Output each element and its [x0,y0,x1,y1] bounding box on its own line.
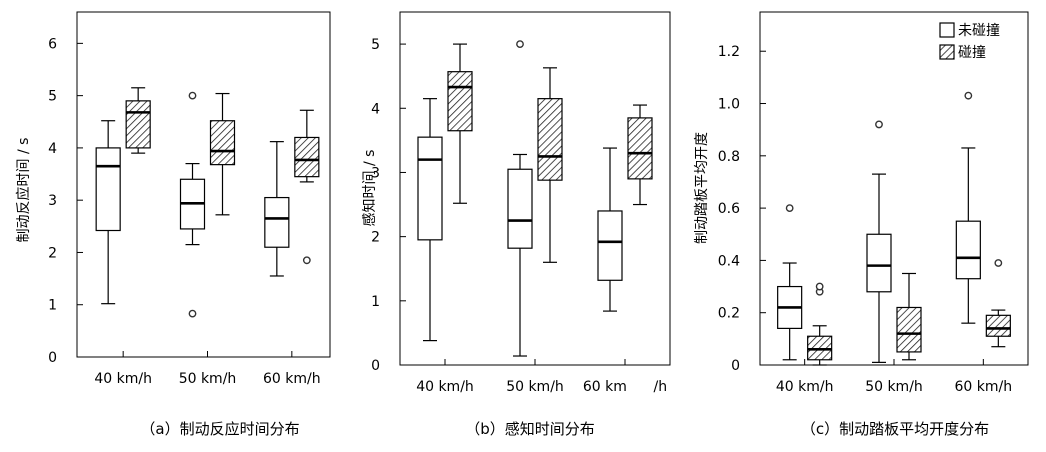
y-tick-label: 0 [48,350,57,366]
y-tick-label: 0.8 [718,149,740,165]
y-tick-label: 0 [731,358,740,374]
legend-label: 未碰撞 [958,23,1000,39]
box-collision [209,120,236,166]
box-collision [807,335,833,361]
y-axis-label: 感知时间 / s [361,150,378,227]
box-collision [896,306,922,353]
x-tick-label: 50 km/h [865,379,923,395]
box-no-collision [866,233,892,293]
box-no-collision [597,210,623,281]
y-tick-label: 0.2 [718,306,740,322]
panel-b: 0 1 2 3 4 5 感知时间 / s 40 km/h 50 km/h 60 km /h [361,11,671,395]
y-tick-label: 2 [371,230,380,246]
outlier-point [815,282,824,291]
outlier-point [785,204,794,213]
outlier-point [516,40,524,48]
box-no-collision [95,147,121,232]
y-axis-label: 制动反应时间 / s [15,138,32,243]
x-tick-label: 40 km/h [94,371,152,387]
outlier-point [994,259,1003,267]
box-collision [985,314,1011,337]
y-axis-label: 制动踏板平均开度 [694,132,710,244]
y-tick-label: 3 [371,165,380,181]
x-tick-label: 40 km/h [416,379,474,395]
panel-a: 0 1 2 3 4 5 6 制动反应时间 / s 40 km/h 50 km/h 60 km/h [15,11,331,387]
y-tick-label: 0 [371,358,380,374]
x-tick-label: 60 km /h [583,379,667,395]
box-collision [627,117,653,180]
box-no-collision [417,136,443,241]
caption-a: （a）制动反应时间分布 [140,420,300,438]
y-tick-label: 5 [371,37,380,53]
x-tick-label: 60 km/h [263,371,321,387]
y-tick-label: 0.6 [718,201,740,217]
outlier-point [875,120,883,129]
x-tick-label: 50 km/h [179,371,237,387]
caption-b: （b）感知时间分布 [465,420,595,438]
caption-c: （c）制动踏板平均开度分布 [800,420,990,438]
outlier-point [302,256,311,265]
outlier-point [964,91,973,100]
outlier-point [188,91,197,100]
box-collision [447,71,473,132]
box-collision [125,100,151,149]
y-tick-label: 1.2 [718,44,740,60]
y-tick-label: 6 [48,36,57,52]
y-tick-label: 1 [371,294,380,310]
plot-frame [76,11,331,358]
y-tick-label: 4 [48,141,57,157]
y-tick-label: 3 [48,193,57,209]
y-tick-label: 1 [48,298,57,314]
y-tick-label: 4 [371,101,380,117]
y-tick-label: 2 [48,245,57,261]
panel-c: 0 0.2 0.4 0.6 0.8 1.0 1.2 制动踏板平均开度 40 km/h 50 km/… [694,11,1029,395]
y-tick-label: 0.4 [718,253,740,269]
legend-label: 碰撞 [958,45,986,61]
box-no-collision [507,168,533,249]
outlier-point [188,309,197,318]
box-no-collision [264,196,290,248]
x-tick-label: 60 km/h [955,379,1013,395]
box-no-collision [955,220,981,280]
legend-swatch [939,44,955,60]
box-collision [294,136,320,178]
x-tick-label: 40 km/h [776,379,834,395]
x-tick-label: 50 km/h [506,379,564,395]
y-tick-label: 1.0 [718,97,740,113]
y-tick-label: 5 [48,89,57,105]
legend-swatch [939,22,955,38]
box-collision [537,98,563,181]
